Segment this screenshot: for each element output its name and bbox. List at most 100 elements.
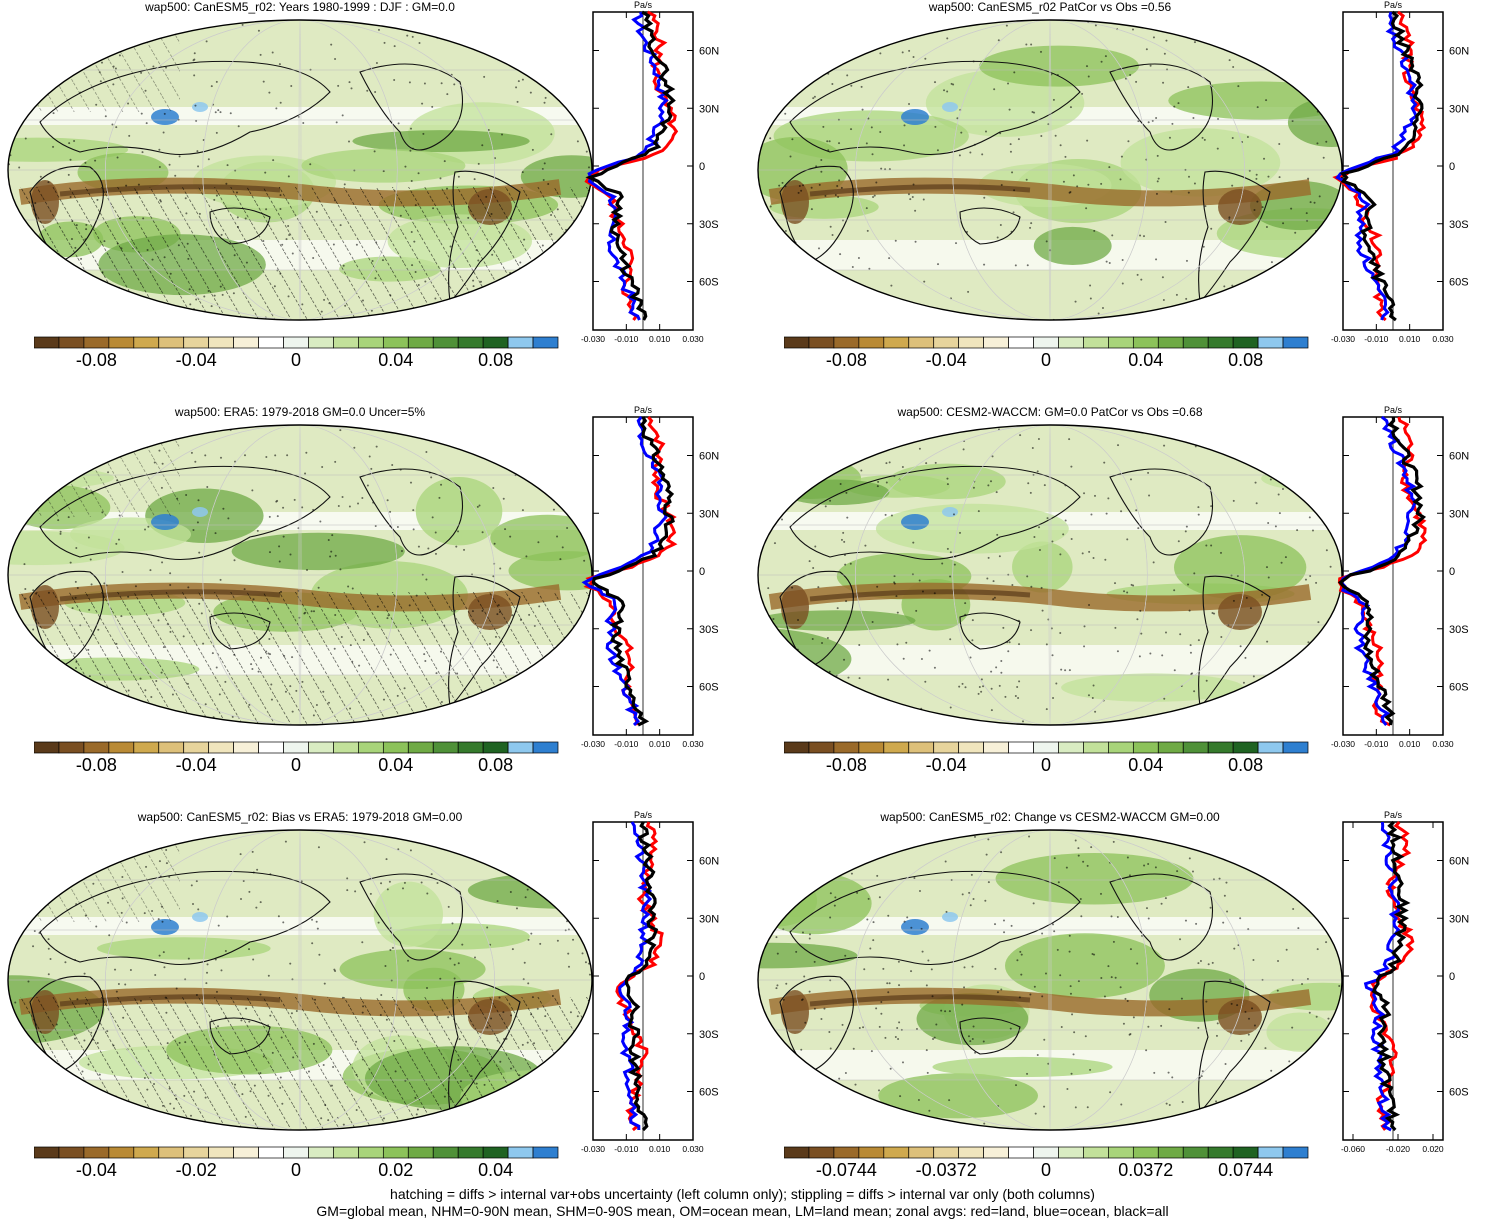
zonal-lat-label: 0 bbox=[1449, 161, 1455, 173]
colorbar bbox=[784, 741, 1309, 754]
zonal-x-tick-label: 0.030 bbox=[682, 1144, 704, 1154]
colorbar-tick-label: 0.04 bbox=[1128, 755, 1164, 775]
colorbar-tick-label: 0.0744 bbox=[1218, 1160, 1274, 1180]
zonal-x-tick-label: 0.010 bbox=[649, 334, 671, 344]
panel-2: wap500: CanESM5_r02 PatCor vs Obs =0.56 -… bbox=[750, 0, 1485, 405]
zonal-lat-label: 60S bbox=[1449, 1087, 1469, 1099]
zonal-x-tick-label: -0.010 bbox=[614, 739, 638, 749]
zonal-unit-label: Pa/s bbox=[1384, 810, 1403, 820]
colorbar-tick-label: 0 bbox=[290, 755, 302, 775]
panel-title: wap500: CanESM5_r02 PatCor vs Obs =0.56 bbox=[928, 0, 1172, 14]
zonal-x-tick-label: 0.010 bbox=[1399, 739, 1421, 749]
zonal-lat-label: 30S bbox=[699, 624, 719, 636]
colorbar bbox=[34, 741, 559, 754]
colorbar bbox=[784, 336, 1309, 349]
zonal-x-tick-label: -0.010 bbox=[614, 1144, 638, 1154]
zonal-lat-label: 60S bbox=[1449, 277, 1469, 289]
zonal-unit-label: Pa/s bbox=[1384, 405, 1403, 415]
colorbar-tick-label: -0.0744 bbox=[815, 1160, 877, 1180]
zonal-x-tick-label: 0.010 bbox=[649, 1144, 671, 1154]
zonal-lat-label: 60N bbox=[1449, 451, 1469, 463]
zonal-x-tick-label: 0.030 bbox=[682, 739, 704, 749]
colorbar-tick-label: -0.04 bbox=[75, 1160, 117, 1180]
panel-title: wap500: CanESM5_r02: Change vs CESM2-WAC… bbox=[880, 810, 1220, 824]
zonal-x-tick-label: -0.020 bbox=[1386, 1144, 1410, 1154]
zonal-lat-label: 30N bbox=[1449, 103, 1469, 115]
zonal-unit-label: Pa/s bbox=[634, 405, 653, 415]
zonal-lat-label: 30N bbox=[1449, 913, 1469, 925]
zonal-x-tick-label: -0.030 bbox=[1331, 739, 1355, 749]
zonal-lat-label: 30S bbox=[1449, 1029, 1469, 1041]
zonal-unit-label: Pa/s bbox=[1384, 0, 1403, 10]
panel-6: wap500: CanESM5_r02: Change vs CESM2-WAC… bbox=[750, 810, 1485, 1215]
robinson-map bbox=[7, 829, 593, 1131]
colorbar-tick-label: 0.04 bbox=[378, 350, 414, 370]
colorbar-tick-label: -0.0372 bbox=[915, 1160, 977, 1180]
zonal-x-tick-label: -0.010 bbox=[1364, 739, 1388, 749]
colorbar-tick-label: 0 bbox=[290, 350, 302, 370]
colorbar-tick-label: 0.08 bbox=[1228, 350, 1264, 370]
zonal-lat-label: 30N bbox=[699, 508, 719, 520]
colorbar bbox=[34, 1146, 559, 1159]
robinson-map bbox=[7, 19, 593, 321]
colorbar-tick-label: 0.08 bbox=[478, 350, 514, 370]
colorbar-tick-label: -0.08 bbox=[75, 350, 117, 370]
zonal-lat-label: 60N bbox=[699, 856, 719, 868]
zonal-lat-label: 60N bbox=[699, 46, 719, 58]
zonal-x-tick-label: -0.010 bbox=[1364, 334, 1388, 344]
colorbar-tick-label: -0.04 bbox=[925, 350, 967, 370]
colorbar-tick-label: 0.04 bbox=[378, 755, 414, 775]
zonal-lat-label: 60S bbox=[699, 1087, 719, 1099]
robinson-map bbox=[757, 829, 1343, 1131]
robinson-map bbox=[757, 19, 1343, 321]
zonal-lat-label: 60S bbox=[699, 682, 719, 694]
zonal-lat-label: 0 bbox=[1449, 566, 1455, 578]
robinson-map bbox=[7, 424, 593, 726]
colorbar-tick-label: 0.0372 bbox=[1118, 1160, 1174, 1180]
colorbar-tick-label: -0.04 bbox=[925, 755, 967, 775]
colorbar-tick-label: 0.04 bbox=[478, 1160, 514, 1180]
colorbar-tick-label: 0.04 bbox=[1128, 350, 1164, 370]
colorbar-tick-label: 0.08 bbox=[1228, 755, 1264, 775]
zonal-lat-label: 30S bbox=[1449, 219, 1469, 231]
zonal-mean-plot: Pa/s 60N 30N 0 30S 60S -0.030 -0.010 0.010 0.030 bbox=[581, 0, 719, 344]
zonal-lat-label: 30N bbox=[699, 103, 719, 115]
colorbar-tick-label: 0 bbox=[290, 1160, 302, 1180]
footer-hatching-note: hatching = diffs > internal var+obs unce… bbox=[390, 1186, 1095, 1202]
zonal-lat-label: 0 bbox=[699, 161, 705, 173]
zonal-x-tick-label: -0.030 bbox=[581, 334, 605, 344]
zonal-x-tick-label: -0.010 bbox=[614, 334, 638, 344]
colorbar-tick-label: -0.08 bbox=[825, 755, 867, 775]
zonal-lat-label: 30S bbox=[699, 219, 719, 231]
colorbar-tick-label: 0 bbox=[1040, 350, 1052, 370]
panel-title: wap500: CanESM5_r02: Years 1980-1999 : D… bbox=[145, 0, 455, 14]
zonal-mean-plot: Pa/s 60N 30N 0 30S 60S -0.030 -0.010 0.010 0.030 bbox=[581, 810, 719, 1154]
zonal-lat-label: 60S bbox=[1449, 682, 1469, 694]
zonal-lat-label: 30N bbox=[1449, 508, 1469, 520]
zonal-lat-label: 30N bbox=[699, 913, 719, 925]
panel-5: wap500: CanESM5_r02: Bias vs ERA5: 1979-… bbox=[0, 810, 742, 1215]
colorbar-tick-label: 0 bbox=[1040, 1160, 1052, 1180]
colorbar-tick-label: -0.04 bbox=[175, 755, 217, 775]
zonal-mean-plot: Pa/s 60N 30N 0 30S 60S -0.060 -0.020 0.020 bbox=[1341, 810, 1469, 1154]
zonal-lat-label: 30S bbox=[699, 1029, 719, 1041]
zonal-lat-label: 0 bbox=[699, 566, 705, 578]
panel-4: wap500: CESM2-WACCM: GM=0.0 PatCor vs Ob… bbox=[750, 405, 1485, 810]
colorbar bbox=[34, 336, 559, 349]
zonal-x-tick-label: 0.010 bbox=[649, 739, 671, 749]
zonal-x-tick-label: -0.060 bbox=[1341, 1144, 1365, 1154]
footer-abbreviations-note: GM=global mean, NHM=0-90N mean, SHM=0-90… bbox=[316, 1203, 1169, 1219]
colorbar-tick-label: -0.08 bbox=[75, 755, 117, 775]
zonal-x-tick-label: 0.030 bbox=[682, 334, 704, 344]
colorbar-tick-label: -0.02 bbox=[175, 1160, 217, 1180]
robinson-map bbox=[757, 424, 1343, 726]
zonal-x-tick-label: 0.020 bbox=[1422, 1144, 1444, 1154]
colorbar-tick-label: 0.02 bbox=[378, 1160, 414, 1180]
colorbar bbox=[784, 1146, 1309, 1159]
colorbar-tick-label: 0.08 bbox=[478, 755, 514, 775]
zonal-x-tick-label: 0.030 bbox=[1432, 739, 1454, 749]
zonal-unit-label: Pa/s bbox=[634, 810, 653, 820]
panel-3: wap500: ERA5: 1979-2018 GM=0.0 Uncer=5% -… bbox=[0, 405, 742, 810]
zonal-x-tick-label: 0.030 bbox=[1432, 334, 1454, 344]
panel-title: wap500: ERA5: 1979-2018 GM=0.0 Uncer=5% bbox=[174, 405, 426, 419]
